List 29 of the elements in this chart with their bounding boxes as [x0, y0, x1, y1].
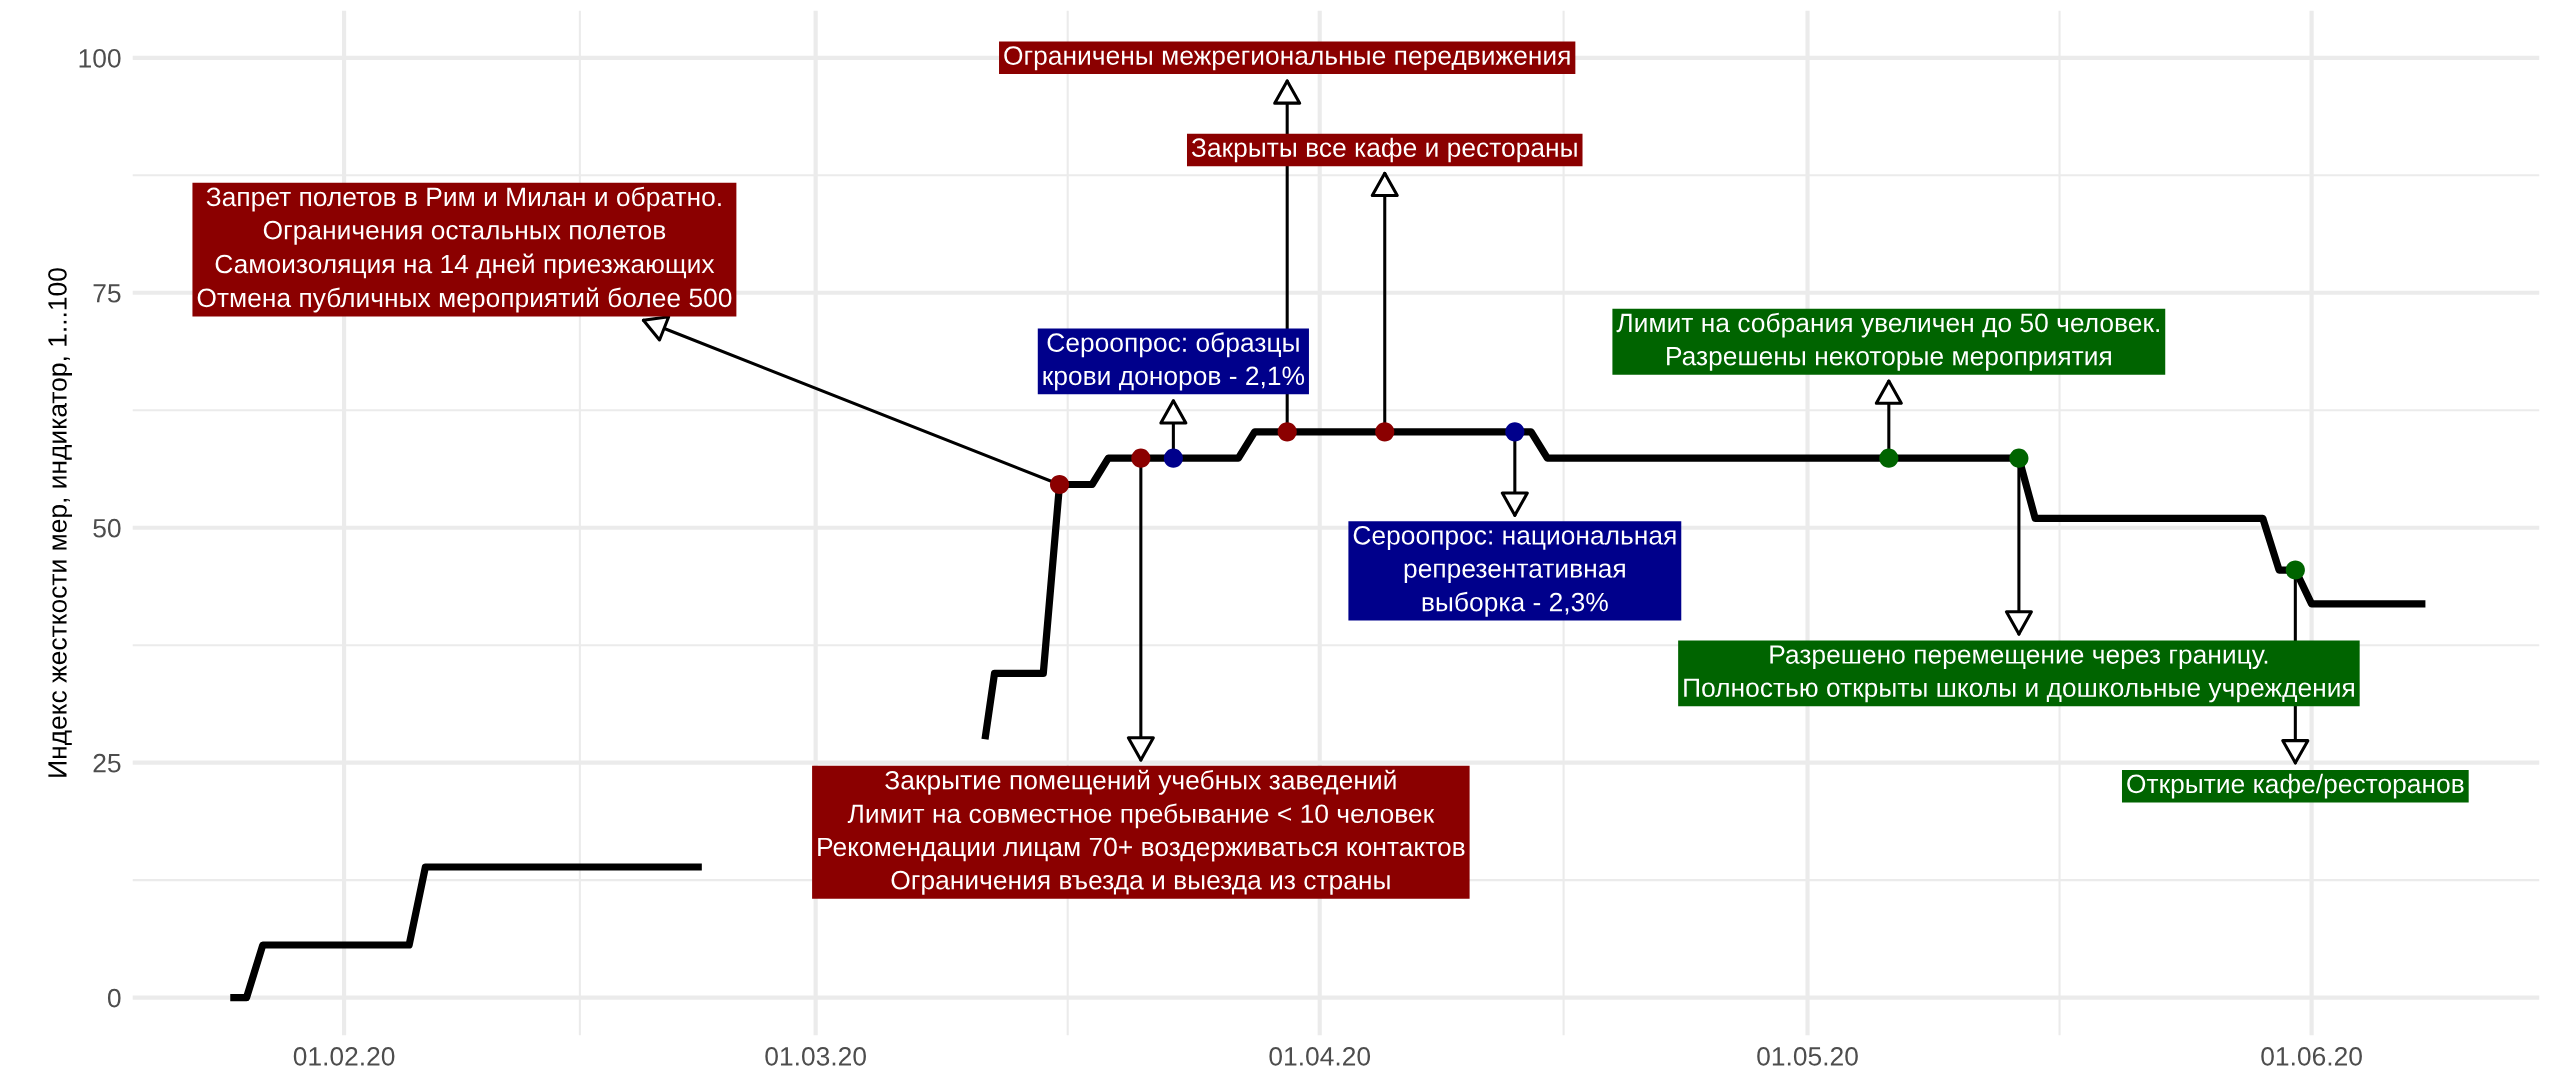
y-axis-title: Индекс жесткости мер, индикатор, 1...100	[48, 268, 73, 777]
y-tick-label: 0	[107, 988, 121, 1008]
y-tick-label: 50	[93, 518, 121, 538]
point	[1163, 448, 1183, 468]
x-tick-label: 01.04.20	[1269, 1047, 1371, 1066]
point	[2009, 448, 2029, 468]
x-tick-label: 01.03.20	[765, 1047, 866, 1066]
point	[1131, 448, 1151, 468]
y-tick-label: 75	[93, 284, 121, 303]
annotation: Лимит на собрания увеличен до 50 человек. Разрешены некоторые мероприятия	[1616, 312, 2159, 371]
annotation: Разрешено перемещение через границу. Полностью открыты школы и дошкольные учреждения	[1684, 645, 2354, 703]
point	[1277, 422, 1297, 442]
x-tick-label: 01.06.20	[2261, 1047, 2362, 1066]
annotation: Открытие кафе/ресторанов	[2127, 773, 2464, 799]
y-tick-label: 100	[79, 48, 121, 68]
annotation: Запрет полетов в Рим и Милан и обратно. Ограничения остальных полетов Самоизоляция на 14 дней приезжающих Отмена публичных мероприятий более 500	[197, 186, 732, 313]
point	[1879, 448, 1899, 468]
annotation: Сероопрос: образцы крови доноров - 2,1%	[1043, 332, 1305, 391]
point	[2285, 560, 2305, 580]
annotation: Закрыты все кафе и рестораны	[1191, 137, 1577, 163]
point	[1505, 422, 1525, 442]
x-tick-label: 01.05.20	[1757, 1047, 1858, 1066]
annotation: Закрытие помещений учебных заведений Лимит на совместное пребывание < 10 человек Рекомендации лицам 70+ воздерживаться контактов Ограничения въезда и выезда из страны	[818, 769, 1465, 895]
y-tick-label: 25	[93, 753, 121, 773]
point	[1375, 422, 1395, 442]
point	[1049, 474, 1070, 495]
x-tick-label: 01.02.20	[293, 1047, 395, 1066]
annotation: Ограничены межрегиональные передвижения	[1004, 46, 1570, 71]
annotation: Сероопрос: национальная репрезентативная выборка - 2,3%	[1353, 525, 1676, 617]
